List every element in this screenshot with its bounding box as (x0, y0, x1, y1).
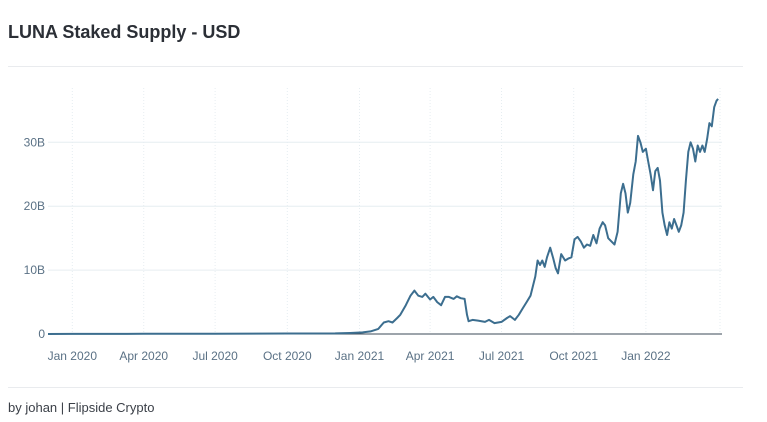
chart: 0 10B 20B 30B Jan 2020 Apr 2020 Jul 2020 Oct 20… (24, 88, 722, 363)
y-tick-label: 0 (38, 327, 45, 341)
x-tick-label: Jan 2021 (335, 349, 385, 363)
x-tick-label: Oct 2021 (549, 349, 598, 363)
x-tick-label: Jan 2022 (621, 349, 671, 363)
y-tick-label: 30B (24, 135, 45, 149)
title-divider (8, 66, 743, 67)
x-tick-label: Oct 2020 (263, 349, 312, 363)
x-tick-label: Apr 2020 (119, 349, 168, 363)
series-line (47, 98, 719, 335)
y-tick-label: 20B (24, 199, 45, 213)
page-title: LUNA Staked Supply - USD (8, 22, 241, 42)
x-tick-label: Jul 2020 (192, 349, 238, 363)
footer-divider (8, 387, 743, 388)
axes: 0 10B 20B 30B Jan 2020 Apr 2020 Jul 2020 Oct 20… (24, 135, 722, 363)
x-tick-label: Jul 2021 (479, 349, 525, 363)
x-tick-label: Apr 2021 (406, 349, 455, 363)
series-layer (47, 98, 719, 335)
footer-credit: by johan | Flipside Crypto (8, 400, 155, 415)
grid (48, 88, 722, 334)
x-tick-label: Jan 2020 (48, 349, 98, 363)
y-tick-label: 10B (24, 263, 45, 277)
